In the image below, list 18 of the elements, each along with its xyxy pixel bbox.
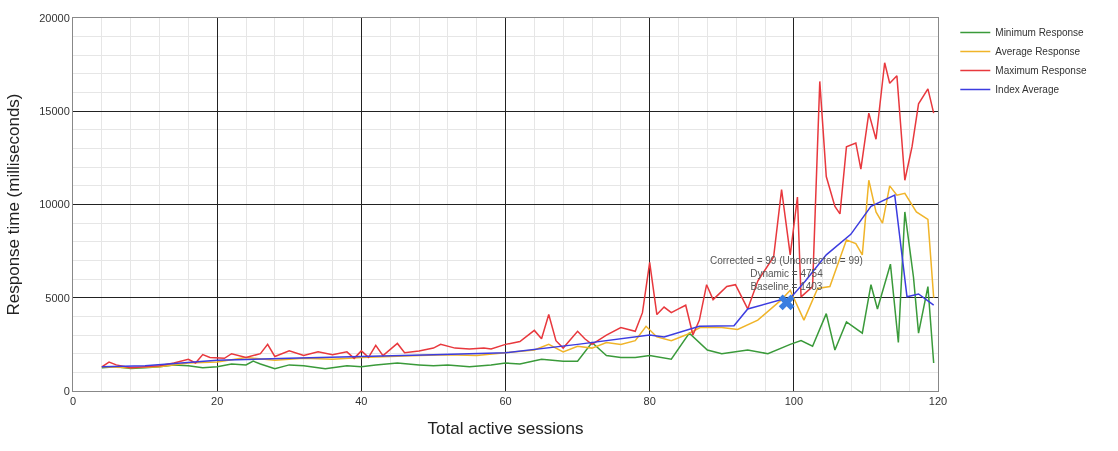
x-tick-label: 80 [643,395,656,408]
line-series [101,62,935,369]
y-axis-title: Response time (milliseconds) [3,93,23,316]
y-tick-label: 20000 [39,11,70,24]
legend-label: Maximum Response [995,65,1087,77]
legend-label: Average Response [995,46,1081,58]
x-tick-label: 20 [211,395,224,408]
y-tick-label: 15000 [39,105,70,118]
y-tick-label: 5000 [45,291,70,304]
legend-label: Index Average [995,84,1060,96]
legend-label: Minimum Response [995,27,1085,39]
y-tick-label: 0 [63,384,70,397]
x-tick-label: 100 [784,395,804,408]
x-axis-title: Total active sessions [427,418,584,438]
x-tick-label: 60 [499,395,512,408]
x-tick-label: 120 [928,395,948,408]
x-tick-label: 40 [355,395,368,408]
y-tick-label: 10000 [39,198,70,211]
